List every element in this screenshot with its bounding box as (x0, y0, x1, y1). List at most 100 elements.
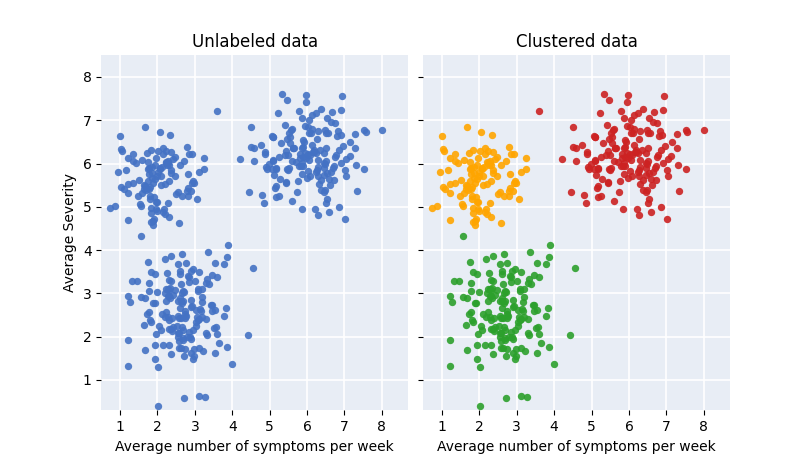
Point (660, 215, 673, 222)
Point (532, 323, 545, 330)
Point (472, 331, 485, 338)
Point (448, 277, 461, 284)
Point (569, 264, 581, 272)
Point (185, 296, 198, 304)
Point (206, 307, 219, 315)
Point (191, 317, 204, 324)
Point (181, 192, 194, 200)
Point (179, 345, 192, 352)
Point (465, 171, 478, 178)
Point (616, 150, 629, 158)
Point (637, 176, 650, 183)
Point (499, 336, 512, 343)
Point (343, 153, 356, 160)
Point (152, 403, 165, 410)
Point (178, 158, 191, 165)
Point (633, 127, 646, 135)
Point (178, 395, 191, 402)
Point (487, 166, 500, 174)
Point (465, 287, 478, 295)
Point (269, 184, 282, 191)
Point (143, 195, 156, 202)
Point (472, 154, 485, 161)
Point (350, 188, 363, 195)
Point (160, 286, 173, 293)
Point (466, 192, 478, 200)
Point (483, 159, 496, 166)
Point (513, 285, 526, 293)
Point (179, 311, 192, 318)
Point (159, 210, 172, 217)
Point (641, 158, 654, 165)
Point (320, 145, 333, 152)
Point (162, 293, 175, 300)
Point (286, 144, 299, 152)
Point (211, 107, 224, 115)
Point (624, 123, 637, 130)
Point (152, 364, 165, 371)
Point (133, 200, 146, 207)
Point (287, 144, 300, 151)
Point (222, 241, 235, 248)
Point (487, 277, 500, 284)
Point (163, 287, 176, 294)
Point (484, 341, 497, 349)
Point (504, 184, 517, 192)
Point (680, 165, 693, 173)
Point (133, 176, 146, 183)
Point (145, 204, 158, 212)
Point (466, 209, 479, 217)
Point (270, 194, 283, 201)
Point (471, 205, 484, 212)
Point (527, 301, 540, 309)
Point (607, 198, 620, 205)
Point (144, 183, 157, 191)
Point (322, 175, 335, 183)
Point (672, 188, 685, 195)
Point (279, 179, 292, 187)
Point (591, 165, 604, 173)
Point (640, 165, 653, 172)
Point (625, 172, 638, 180)
Point (556, 155, 569, 162)
Point (217, 260, 230, 267)
Point (513, 195, 526, 202)
Point (174, 305, 187, 312)
Point (661, 172, 674, 180)
Point (303, 130, 315, 137)
Point (618, 145, 631, 152)
Point (179, 260, 192, 267)
Point (149, 205, 162, 212)
Point (281, 165, 294, 172)
Point (169, 287, 182, 294)
X-axis label: Average number of symptoms per week: Average number of symptoms per week (115, 440, 394, 454)
Point (145, 164, 158, 171)
Point (457, 156, 470, 164)
Point (671, 130, 684, 137)
Point (163, 131, 176, 139)
Point (633, 166, 646, 174)
Point (603, 151, 616, 159)
Point (644, 130, 657, 137)
Point (627, 129, 640, 136)
Point (174, 344, 187, 352)
Point (438, 147, 451, 154)
Point (495, 330, 508, 337)
Point (490, 172, 503, 180)
Point (471, 198, 484, 206)
Point (320, 199, 333, 207)
Point (210, 323, 223, 330)
Point (162, 341, 175, 349)
Point (278, 122, 291, 129)
Point (165, 166, 178, 174)
Point (287, 145, 300, 152)
Point (603, 165, 616, 172)
Point (245, 123, 258, 130)
Point (159, 308, 172, 316)
Point (147, 300, 160, 307)
Point (135, 156, 148, 164)
Point (109, 202, 122, 210)
Point (197, 155, 210, 162)
Point (483, 158, 496, 165)
Point (138, 182, 151, 189)
